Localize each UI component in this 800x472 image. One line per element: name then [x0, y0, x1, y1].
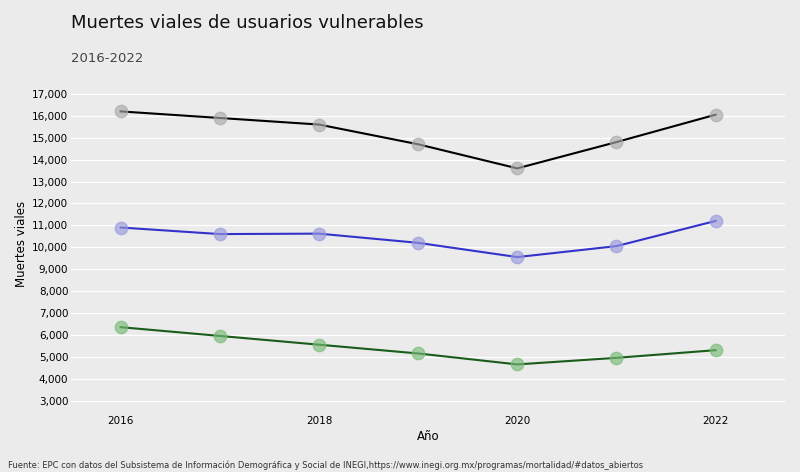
Point — [511, 361, 524, 368]
Point — [114, 323, 127, 331]
Point — [214, 332, 226, 340]
Point — [709, 111, 722, 118]
Y-axis label: Muertes viales: Muertes viales — [15, 201, 28, 287]
Text: 2016-2022: 2016-2022 — [71, 52, 143, 65]
Point — [610, 354, 623, 362]
Point — [511, 253, 524, 261]
Point — [313, 121, 326, 128]
Point — [610, 138, 623, 146]
Point — [412, 239, 425, 246]
Point — [511, 165, 524, 172]
Point — [709, 346, 722, 354]
Point — [709, 217, 722, 225]
Point — [214, 114, 226, 122]
Text: Muertes viales de usuarios vulnerables: Muertes viales de usuarios vulnerables — [71, 14, 424, 32]
Point — [114, 224, 127, 231]
Point — [313, 341, 326, 348]
Text: Fuente: EPC con datos del Subsistema de Información Demográfica y Social de INEG: Fuente: EPC con datos del Subsistema de … — [8, 460, 643, 470]
Point — [214, 230, 226, 238]
Point — [412, 141, 425, 148]
Point — [313, 230, 326, 237]
Point — [114, 108, 127, 115]
Point — [610, 242, 623, 250]
Point — [412, 350, 425, 357]
X-axis label: Año: Año — [417, 430, 439, 443]
